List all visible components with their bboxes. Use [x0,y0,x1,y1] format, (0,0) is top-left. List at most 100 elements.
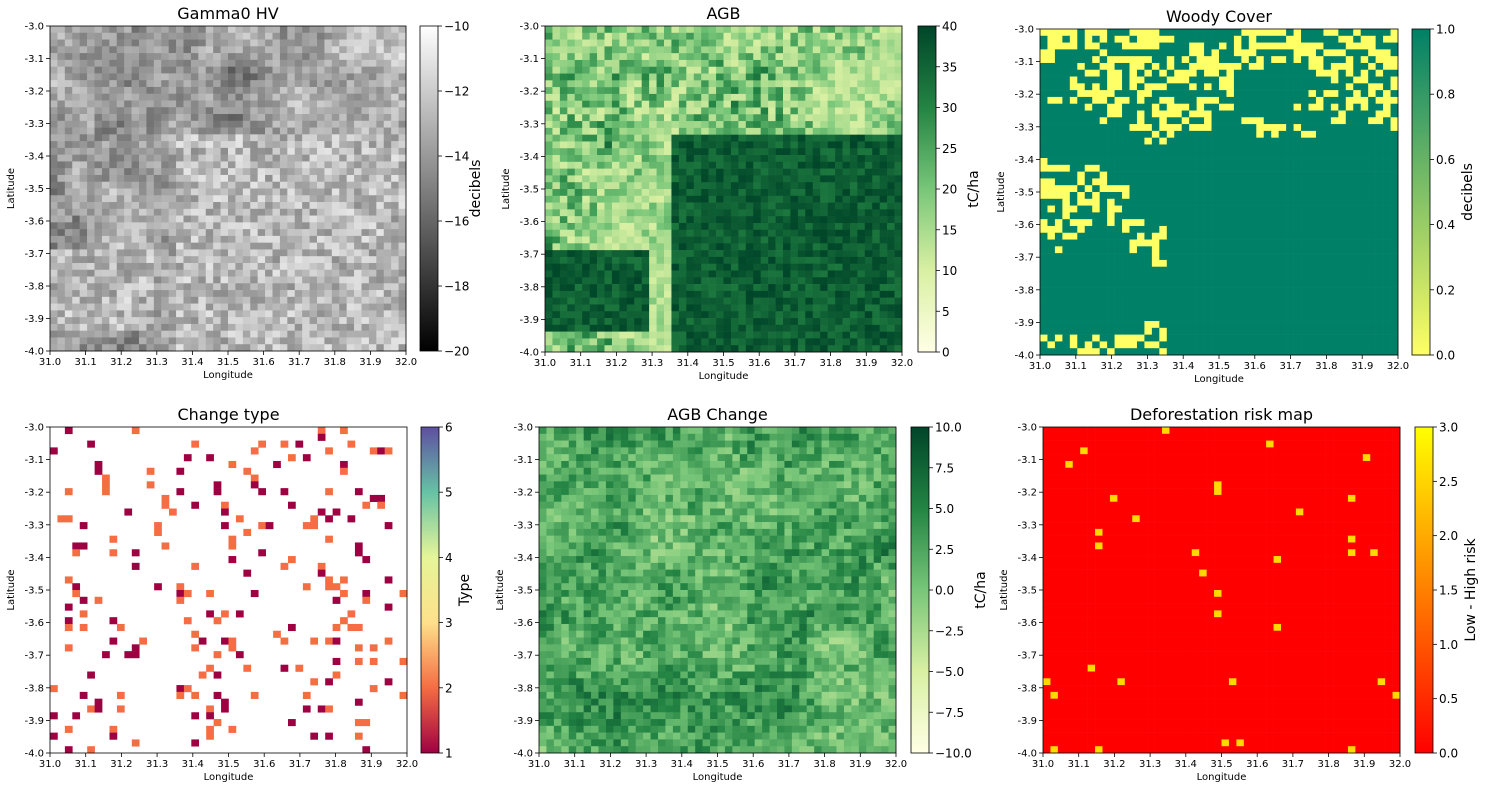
x-tick-label: 31.5 [217,759,239,770]
x-tick-label: 31.9 [1353,759,1375,770]
y-tick-label: -3.3 [513,520,533,531]
y-tick-label: -3.6 [24,618,44,629]
y-tick-label: -3.9 [513,716,533,727]
y-tick-label: -3.3 [24,520,44,531]
colorbar [419,25,439,352]
x-axis-label: Longitude [204,772,254,783]
x-tick-label: 31.3 [1136,361,1158,372]
colorbar-label: decibels [1460,163,1476,221]
colorbar [910,426,930,754]
y-tick-label: -3.6 [513,618,533,629]
colorbar-tick-label: 5 [942,305,950,319]
x-tick-label: 31.2 [110,759,132,770]
x-tick-label: 31.2 [110,357,132,368]
x-tick-label: 31.5 [706,759,728,770]
colorbar-tick-label: 0.0 [1439,747,1458,761]
y-tick-label: -3.2 [513,488,533,499]
x-tick-label: 31.2 [599,759,621,770]
y-tick-label: -3.0 [24,22,44,33]
y-tick-label: -3.0 [24,423,44,434]
x-tick-label: 31.2 [605,358,627,369]
colorbar-tick-label: 0.5 [1439,692,1458,706]
panel-title: Gamma0 HV [177,4,278,23]
y-tick-label: -3.4 [24,152,44,163]
colorbar-tick-label: 2.0 [1439,529,1458,543]
x-axis-label: Longitude [699,371,749,382]
y-tick-label: -3.8 [519,282,539,293]
x-tick-label: 31.0 [534,358,556,369]
colorbar-tick-label: 10 [942,264,957,278]
colorbar-tick-label: 0.8 [1436,88,1455,102]
colorbar-tick-label: 25 [942,142,957,156]
x-tick-label: 32.0 [396,759,418,770]
colorbar-tick-label: 3 [445,616,453,630]
y-tick-label: -3.9 [1017,716,1037,727]
heatmap-image [50,427,408,754]
colorbar-tick-label: 2.5 [1439,475,1458,489]
x-tick-label: 31.1 [1068,759,1090,770]
x-tick-label: 31.3 [1139,759,1161,770]
colorbar-tick-label: 2 [445,681,453,695]
y-tick-label: -3.1 [1014,57,1034,68]
x-tick-label: 31.8 [813,759,835,770]
y-tick-label: -3.1 [513,455,533,466]
x-axis-label: Longitude [1197,772,1247,783]
colorbar-label: Low - High risk [1463,538,1479,642]
y-axis-label: Latitude [996,171,1007,212]
y-tick-label: -3.6 [519,217,539,228]
colorbar-tick-label: 4 [445,551,453,565]
colorbar-label: tC/ha [973,571,989,608]
panel-2: AGB 31.0 31.1 31.2 31.3 31.4 31.5 31.6 31.7 31.8 3… [501,4,982,382]
x-tick-label: 31.4 [671,759,693,770]
y-tick-label: -3.8 [24,282,44,293]
x-tick-label: 32.0 [1389,759,1411,770]
x-tick-label: 31.5 [712,358,734,369]
y-tick-label: -3.3 [24,119,44,130]
panel-title: Change type [177,405,279,424]
x-tick-label: 31.0 [528,759,550,770]
x-tick-label: 31.9 [855,358,877,369]
x-tick-label: 31.6 [253,759,275,770]
x-tick-label: 31.1 [1065,361,1087,372]
x-axis-label: Longitude [693,772,743,783]
x-tick-label: 31.6 [1244,361,1266,372]
x-tick-label: 31.4 [181,357,203,368]
y-tick-label: -3.1 [24,54,44,65]
x-tick-label: 31.9 [1351,361,1373,372]
x-tick-label: 31.6 [252,357,274,368]
colorbar-tick-label: 2.5 [935,543,954,557]
colorbar-tick-label: 0.6 [1436,153,1455,167]
y-tick-label: -3.0 [1017,423,1037,434]
y-tick-label: -3.4 [1014,155,1034,166]
y-tick-label: -4.0 [1017,749,1037,760]
colorbar-tick-label: 0.0 [1436,349,1455,363]
panel-3: Woody Cover 31.0 31.1 31.2 31.3 31.4 31.5 31.6 3… [996,7,1476,385]
y-tick-label: -3.2 [519,87,539,98]
colorbar-tick-label: 1 [445,747,453,761]
y-tick-label: -3.4 [519,152,539,163]
colorbar-tick-label: 20 [942,183,957,197]
y-tick-label: -3.3 [1017,520,1037,531]
colorbar-tick-label: −2.5 [935,624,964,638]
y-tick-label: -3.5 [24,184,44,195]
x-tick-label: 31.3 [635,759,657,770]
colorbar-label: decibels [468,160,484,218]
colorbar-tick-label: −12 [444,85,469,99]
colorbar-tick-label: 1.0 [1436,23,1455,37]
y-tick-label: -3.8 [1017,683,1037,694]
colorbar-tick-label: 0 [942,346,950,360]
x-tick-label: 31.4 [1175,759,1197,770]
colorbar-tick-label: 35 [942,60,957,74]
colorbar-tick-label: 0.4 [1436,218,1455,232]
colorbar-tick-label: 0.0 [935,584,954,598]
y-tick-label: -4.0 [24,749,44,760]
colorbar-tick-label: 40 [942,20,957,34]
y-tick-label: -3.7 [1017,651,1037,662]
colorbar-tick-label: 5.0 [935,502,954,516]
colorbar-tick-label: 3.0 [1439,421,1458,435]
y-tick-label: -3.7 [519,250,539,261]
y-tick-label: -3.4 [1017,553,1037,564]
x-tick-label: 31.9 [849,759,871,770]
x-tick-label: 31.3 [641,358,663,369]
